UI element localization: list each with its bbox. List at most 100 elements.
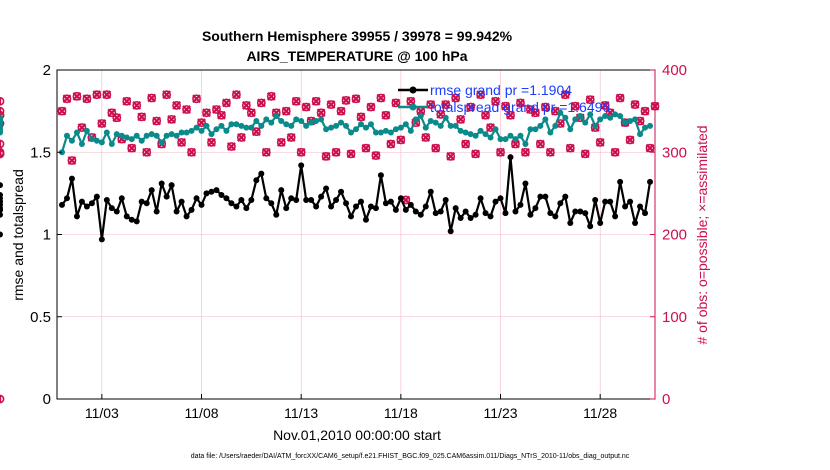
obs-possible-point <box>231 90 241 100</box>
obs-assimilated-point <box>341 96 351 105</box>
obs-assimilated-point <box>441 100 451 109</box>
x-tick-label: 11/18 <box>384 405 418 421</box>
obs-possible-point <box>446 151 456 161</box>
totalspread-point <box>377 129 384 136</box>
obs-possible-point <box>192 94 201 104</box>
obs-possible-point <box>381 110 391 120</box>
totalspread-point <box>193 124 200 131</box>
data-file-footnote: data file: /Users/raeder/DAI/ATM_forcXX/… <box>191 453 630 460</box>
rmse-point <box>477 195 484 202</box>
rmse-point <box>248 196 255 203</box>
obs-assimilated-point <box>127 143 137 153</box>
obs-possible-point <box>291 96 301 106</box>
chart-title-line-1: Southern Hemisphere 39955 / 39978 = 99.9… <box>202 28 513 44</box>
totalspread-point <box>128 136 135 143</box>
rmse-point <box>143 200 150 207</box>
obs-possible-point <box>137 112 147 122</box>
obs-possible-point <box>67 156 77 165</box>
rmse-point <box>372 205 379 212</box>
totalspread-point <box>517 132 524 139</box>
totalspread-point <box>308 119 315 126</box>
rmse-point <box>537 193 544 200</box>
obs-assimilated-point <box>511 139 520 149</box>
rmse-point <box>288 195 295 202</box>
obs-assimilated-point <box>132 100 142 110</box>
obs-assimilated-point <box>466 102 475 112</box>
left-y-ticks: 0 0.5 1 1.5 2 <box>30 62 62 408</box>
totalspread-point <box>273 113 280 120</box>
obs-assimilated-point <box>296 147 306 157</box>
obs-possible-point <box>640 106 650 116</box>
obs-assimilated-point <box>261 147 271 157</box>
totalspread-point <box>372 129 379 136</box>
obs-possible-point <box>471 149 480 159</box>
obs-assimilated-point <box>536 139 545 149</box>
rmse-point <box>338 188 345 195</box>
rmse-point <box>527 211 534 218</box>
totalspread-point <box>218 122 225 129</box>
totalspread-point <box>238 122 245 129</box>
rmse-point <box>163 193 170 200</box>
obs-possible-point <box>545 147 555 157</box>
obs-possible-point <box>326 100 336 109</box>
obs-assimilated-point <box>491 96 500 106</box>
obs-possible-point <box>386 139 396 149</box>
obs-assimilated-point <box>461 139 471 149</box>
totalspread-point <box>637 131 644 138</box>
obs-assimilated-point <box>162 90 172 100</box>
obs-possible-point <box>456 114 466 124</box>
obs-assimilated-point <box>67 156 77 165</box>
rmse-point <box>362 216 369 223</box>
totalspread-point <box>572 116 579 123</box>
rmse-point <box>253 177 260 184</box>
rmse-point <box>627 198 634 205</box>
rmse-point <box>153 208 160 215</box>
obs-possible-point <box>361 143 371 153</box>
obs-assimilated-point <box>237 133 246 142</box>
rmse-point <box>582 210 589 217</box>
obs-possible-point <box>207 137 216 147</box>
rmse-point <box>522 180 529 187</box>
obs-assimilated-point <box>526 105 535 114</box>
totalspread-point <box>622 119 629 126</box>
obs-assimilated-point <box>62 94 72 104</box>
obs-possible-point <box>172 100 181 110</box>
totalspread-point <box>73 129 80 136</box>
obs-possible-point <box>610 147 620 157</box>
totalspread-point <box>178 129 185 136</box>
rmse-point <box>637 203 644 210</box>
obs-possible-point <box>516 98 525 108</box>
obs-possible-point <box>276 137 286 147</box>
rmse-point <box>467 215 474 222</box>
obs-assimilated-point <box>192 94 201 104</box>
rmse-point <box>353 203 359 210</box>
rmse-point <box>223 195 230 202</box>
obs-possible-point <box>521 147 530 157</box>
totalspread-point <box>348 129 355 136</box>
totalspread-point <box>188 127 195 134</box>
rmse-point <box>258 170 265 177</box>
rmse-point <box>542 193 549 200</box>
obs-assimilated-point <box>72 91 82 101</box>
totalspread-point <box>143 132 150 139</box>
totalspread-point <box>168 131 175 138</box>
obs-possible-point <box>0 119 5 128</box>
obs-assimilated-point <box>82 94 92 104</box>
totalspread-point <box>313 117 320 124</box>
legend-spread-marker <box>409 103 417 111</box>
obs-assimilated-point <box>521 147 530 157</box>
obs-possible-point <box>127 143 137 153</box>
obs-possible-point <box>466 102 476 112</box>
rmse-point <box>412 208 419 215</box>
totalspread-point <box>492 126 499 133</box>
rmse-point <box>622 203 629 210</box>
obs-possible-point <box>585 95 595 105</box>
obs-assimilated-point <box>630 100 640 109</box>
rmse-point <box>397 195 404 202</box>
obs-possible-point <box>311 96 321 106</box>
rmse-point <box>268 200 275 207</box>
obs-assimilated-point <box>251 127 261 137</box>
totalspread-point <box>442 114 449 121</box>
rmse-point <box>632 219 639 226</box>
